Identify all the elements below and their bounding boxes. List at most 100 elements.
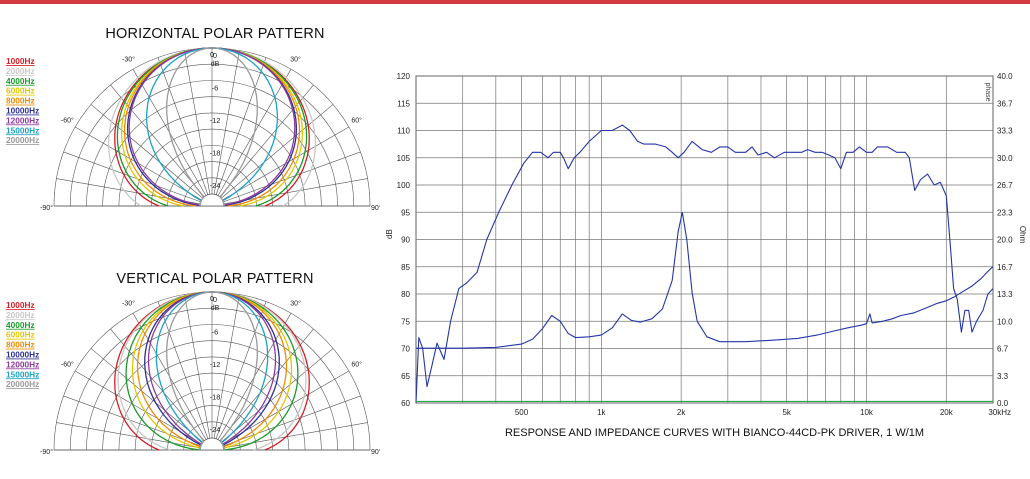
polar-curve-20000Hz bbox=[166, 47, 258, 206]
y2-tick-label: 20.0 bbox=[997, 236, 1013, 245]
polar-angle-label: -90° bbox=[40, 448, 53, 456]
polar-spoke bbox=[110, 328, 205, 442]
horizontal-polar-chart: -90°-60°-30°030°60°90°dB0-6-12-18-241000… bbox=[6, 47, 380, 212]
y-tick-label: 110 bbox=[397, 127, 410, 136]
polar-spoke bbox=[184, 294, 211, 439]
polar-angle-label: 30° bbox=[290, 299, 301, 307]
polar-legend-entry: 2000Hz bbox=[6, 310, 35, 320]
y2-tick-label: 40.0 bbox=[997, 72, 1013, 81]
polar-curves bbox=[107, 47, 317, 207]
polar-spoke bbox=[110, 84, 205, 198]
top-accent-rule bbox=[0, 0, 1030, 4]
polar-angle-label: 90° bbox=[371, 204, 380, 212]
x-tick-label: 10k bbox=[860, 408, 874, 417]
polar-angle-label: -60° bbox=[61, 361, 74, 369]
x-tick-label: 30kHz bbox=[988, 408, 1011, 417]
polar-spoke bbox=[223, 151, 361, 203]
y-axis-label: dB bbox=[385, 229, 394, 239]
y2-tick-label: 30.0 bbox=[997, 154, 1013, 163]
polar-radial-unit: dB bbox=[211, 61, 220, 68]
y2-tick-label: 23.3 bbox=[997, 208, 1013, 217]
polar-legend-entry: 12000Hz bbox=[6, 359, 39, 369]
polar-curve-20000Hz bbox=[166, 291, 258, 450]
vertical-polar-title: VERTICAL POLAR PATTERN bbox=[116, 271, 314, 287]
y2-axis-label: Ohm bbox=[1018, 226, 1027, 244]
polar-spoke bbox=[90, 104, 204, 199]
polar-radial-label: -24 bbox=[210, 425, 221, 434]
polar-spoke bbox=[220, 104, 334, 199]
y-tick-label: 105 bbox=[397, 154, 411, 163]
y-tick-label: 120 bbox=[397, 72, 411, 81]
series-line-impedance bbox=[416, 211, 994, 349]
polar-radial-label: -6 bbox=[212, 83, 219, 92]
polar-angle-label: 60° bbox=[351, 361, 362, 369]
polar-spoke bbox=[63, 151, 201, 203]
x-tick-label: 20k bbox=[940, 408, 954, 417]
polar-legend-entry: 6000Hz bbox=[6, 86, 35, 96]
polar-spoke bbox=[215, 301, 267, 439]
polar-radial-label: 0 bbox=[213, 51, 217, 60]
polar-legend-entry: 10000Hz bbox=[6, 106, 39, 116]
polar-spoke bbox=[223, 422, 368, 449]
vertical-polar-chart: -90°-60°-30°030°60°90°dB0-6-12-18-241000… bbox=[6, 291, 380, 456]
y2-tick-label: 3.3 bbox=[997, 372, 1009, 381]
y-tick-label: 60 bbox=[401, 399, 410, 408]
polar-spoke bbox=[213, 294, 240, 439]
polar-radial-label: -12 bbox=[210, 116, 221, 125]
series-line-response bbox=[415, 124, 994, 404]
response-impedance-chart: 60 65 70 75 80 85 90 95 100 105 110 115 120 0.0 3.3 6.7… bbox=[385, 72, 1027, 439]
y-tick-label: 70 bbox=[401, 345, 410, 354]
y2-tick-label: 10.0 bbox=[997, 317, 1013, 326]
polar-legend-entry: 4000Hz bbox=[6, 320, 35, 330]
y-tick-label: 65 bbox=[401, 372, 410, 381]
polar-legend-entry: 20000Hz bbox=[6, 379, 39, 389]
x-tick-label: 2k bbox=[677, 408, 686, 417]
y-tick-label: 80 bbox=[401, 290, 410, 299]
polar-angle-label: -30° bbox=[122, 299, 135, 307]
y-tick-label: 95 bbox=[401, 208, 410, 217]
polar-radial-label: -18 bbox=[210, 148, 221, 157]
y2-tick-label: 36.7 bbox=[997, 99, 1013, 108]
polar-legend-entry: 8000Hz bbox=[6, 340, 35, 350]
polar-spoke bbox=[63, 395, 201, 447]
polar-angle-label: -30° bbox=[122, 55, 135, 63]
horizontal-polar-title: HORIZONTAL POLAR PATTERN bbox=[105, 26, 325, 42]
x-tick-label: 1k bbox=[597, 408, 606, 417]
y-tick-label: 90 bbox=[401, 236, 410, 245]
polar-legend-entry: 20000Hz bbox=[6, 135, 39, 145]
polar-spoke bbox=[157, 301, 209, 439]
polar-legend-entry: 10000Hz bbox=[6, 350, 39, 360]
x-tick-label: 5k bbox=[782, 408, 791, 417]
polar-spoke bbox=[157, 57, 209, 195]
polar-angle-label: 90° bbox=[371, 448, 380, 456]
polar-legend-entry: 1000Hz bbox=[6, 300, 35, 310]
polar-radial-label: -12 bbox=[210, 360, 221, 369]
y-tick-label: 85 bbox=[401, 263, 410, 272]
polar-curves bbox=[114, 291, 310, 451]
polar-legend-entry: 12000Hz bbox=[6, 115, 39, 125]
polar-angle-label: 0 bbox=[210, 52, 214, 59]
polar-legend-entry: 15000Hz bbox=[6, 369, 39, 379]
x-tick-label: 500 bbox=[515, 408, 529, 417]
y-tick-label: 100 bbox=[397, 181, 411, 190]
response-chart-title: RESPONSE AND IMPEDANCE CURVES WITH BIANC… bbox=[505, 427, 924, 439]
y2-tick-label: 0.0 bbox=[997, 399, 1009, 408]
y2-tick-label: 26.7 bbox=[997, 181, 1013, 190]
polar-legend-entry: 2000Hz bbox=[6, 66, 35, 76]
polar-radial-label: -24 bbox=[210, 181, 221, 190]
polar-spoke bbox=[219, 84, 314, 198]
polar-angle-label: 30° bbox=[290, 55, 301, 63]
polar-spoke bbox=[223, 395, 361, 447]
polar-legend-entry: 1000Hz bbox=[6, 56, 35, 66]
polar-spoke bbox=[90, 348, 204, 443]
y2-tick-label: 13.3 bbox=[997, 290, 1013, 299]
polar-spoke bbox=[219, 328, 314, 442]
y2-tick-label: 33.3 bbox=[997, 127, 1013, 136]
polar-radial-label: -18 bbox=[210, 392, 221, 401]
y2-tick-label: 6.7 bbox=[997, 345, 1009, 354]
polar-spoke bbox=[220, 348, 334, 443]
plot-grid bbox=[415, 75, 994, 404]
polar-angle-label: 60° bbox=[351, 117, 362, 125]
polar-legend-entry: 8000Hz bbox=[6, 96, 35, 106]
polar-legend-entry: 6000Hz bbox=[6, 330, 35, 340]
